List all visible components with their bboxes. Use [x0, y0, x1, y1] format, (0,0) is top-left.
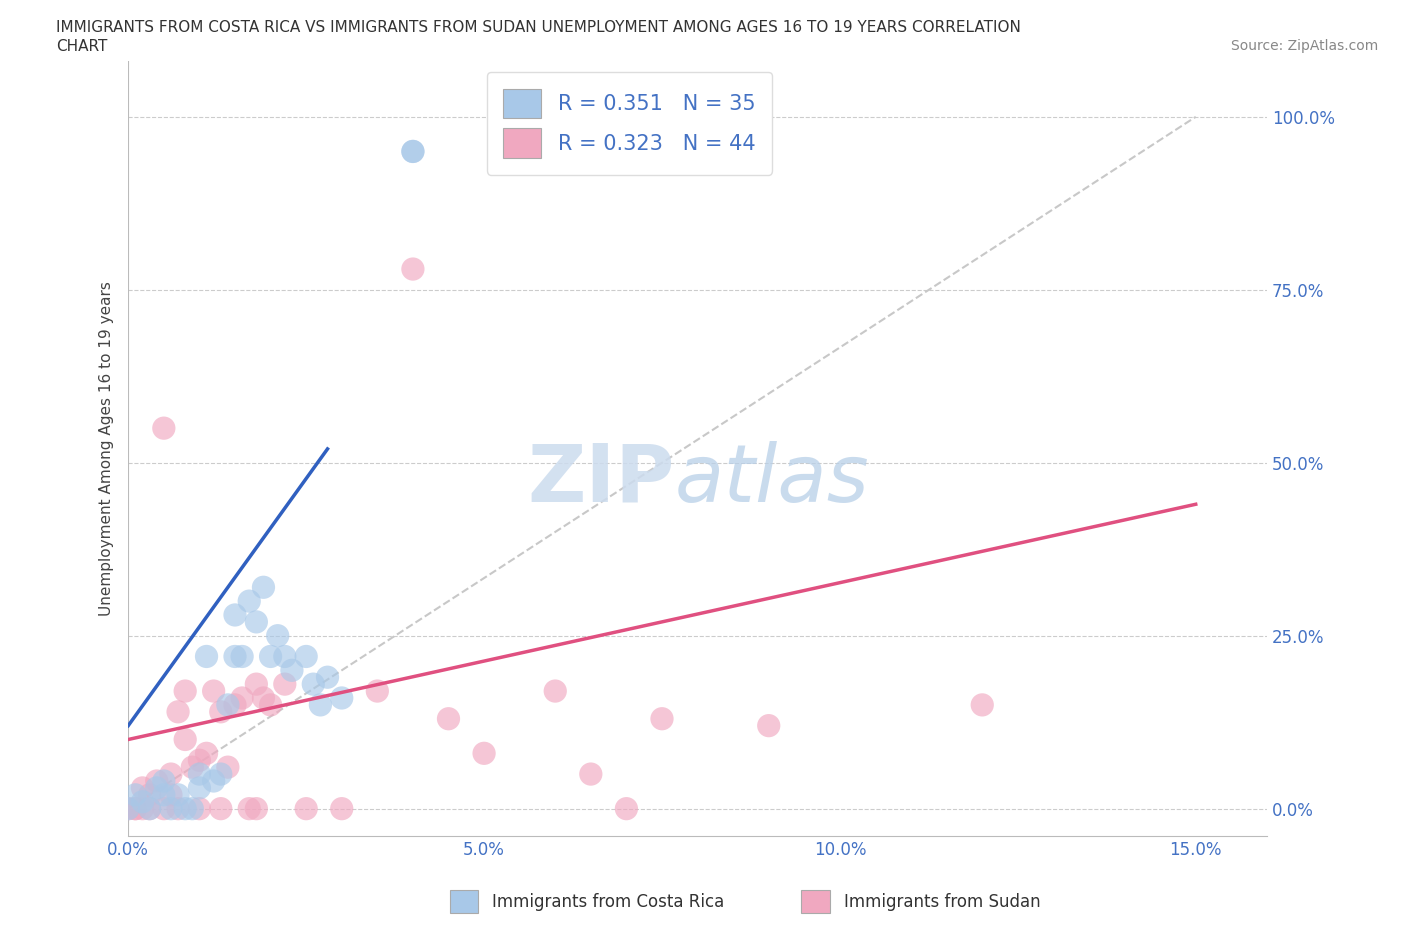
Point	[259, 649, 281, 664]
Point	[224, 698, 246, 712]
Point	[330, 802, 353, 817]
Point	[153, 774, 176, 789]
Point	[437, 711, 460, 726]
Point	[972, 698, 994, 712]
Point	[366, 684, 388, 698]
Point	[224, 607, 246, 622]
Point	[231, 649, 253, 664]
Point	[209, 802, 232, 817]
Point	[274, 677, 297, 692]
Legend: R = 0.351   N = 35, R = 0.323   N = 44: R = 0.351 N = 35, R = 0.323 N = 44	[486, 72, 772, 175]
Point	[124, 802, 146, 817]
Point	[579, 766, 602, 781]
Point	[245, 802, 267, 817]
Point	[238, 802, 260, 817]
Point	[174, 732, 197, 747]
Point	[259, 698, 281, 712]
Point	[295, 649, 318, 664]
Point	[131, 780, 153, 795]
Point	[188, 766, 211, 781]
Point	[402, 144, 425, 159]
Point	[138, 802, 160, 817]
Point	[472, 746, 495, 761]
Point	[167, 704, 190, 719]
Point	[616, 802, 638, 817]
Point	[309, 698, 332, 712]
Point	[295, 802, 318, 817]
Point	[245, 677, 267, 692]
Point	[153, 788, 176, 803]
Point	[402, 261, 425, 276]
Point	[402, 144, 425, 159]
Point	[209, 704, 232, 719]
Text: ZIP: ZIP	[527, 441, 675, 519]
Point	[145, 780, 167, 795]
Point	[181, 760, 204, 775]
Point	[316, 670, 339, 684]
Point	[544, 144, 567, 159]
Point	[238, 593, 260, 608]
Point	[124, 788, 146, 803]
Point	[138, 802, 160, 817]
Point	[195, 746, 218, 761]
Point	[174, 684, 197, 698]
Point	[330, 691, 353, 706]
Point	[117, 802, 139, 817]
Point	[131, 802, 153, 817]
Point	[217, 760, 239, 775]
Point	[231, 691, 253, 706]
Point	[138, 788, 160, 803]
Point	[167, 802, 190, 817]
Text: CHART: CHART	[56, 39, 108, 54]
Point	[117, 802, 139, 817]
Text: Immigrants from Costa Rica: Immigrants from Costa Rica	[492, 893, 724, 910]
Point	[124, 802, 146, 817]
Point	[174, 802, 197, 817]
Text: Immigrants from Sudan: Immigrants from Sudan	[844, 893, 1040, 910]
Point	[202, 684, 225, 698]
Point	[651, 711, 673, 726]
Point	[195, 649, 218, 664]
Point	[188, 802, 211, 817]
Point	[281, 663, 304, 678]
Point	[202, 774, 225, 789]
Text: IMMIGRANTS FROM COSTA RICA VS IMMIGRANTS FROM SUDAN UNEMPLOYMENT AMONG AGES 16 T: IMMIGRANTS FROM COSTA RICA VS IMMIGRANTS…	[56, 20, 1021, 35]
Point	[252, 579, 274, 594]
Point	[252, 691, 274, 706]
Point	[160, 766, 183, 781]
Point	[209, 766, 232, 781]
Text: atlas: atlas	[675, 441, 869, 519]
Y-axis label: Unemployment Among Ages 16 to 19 years: Unemployment Among Ages 16 to 19 years	[100, 282, 114, 617]
Point	[758, 718, 780, 733]
Point	[267, 629, 290, 644]
Point	[131, 794, 153, 809]
Point	[153, 802, 176, 817]
Point	[544, 684, 567, 698]
Point	[217, 698, 239, 712]
Point	[188, 780, 211, 795]
Point	[160, 802, 183, 817]
Point	[181, 802, 204, 817]
Point	[188, 752, 211, 767]
Point	[167, 788, 190, 803]
Text: Source: ZipAtlas.com: Source: ZipAtlas.com	[1230, 39, 1378, 53]
Point	[302, 677, 325, 692]
Point	[245, 615, 267, 630]
Point	[160, 788, 183, 803]
Point	[274, 649, 297, 664]
Point	[145, 774, 167, 789]
Point	[153, 420, 176, 435]
Point	[224, 649, 246, 664]
